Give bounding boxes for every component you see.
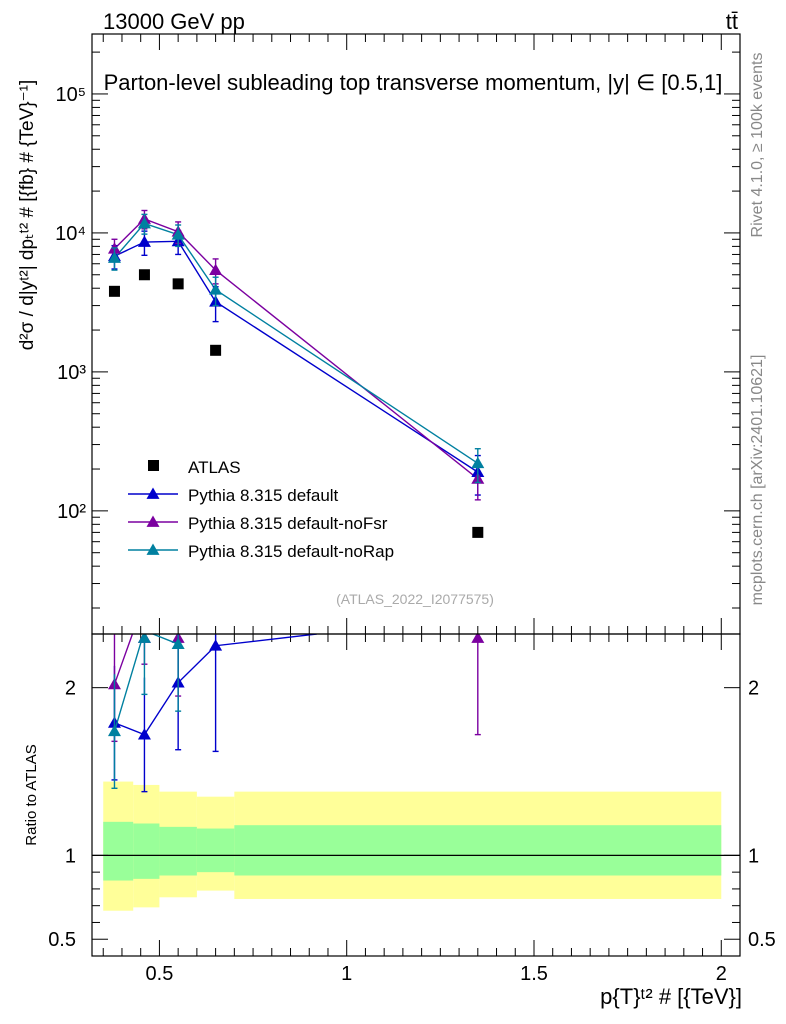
ratio-point (171, 637, 185, 649)
x-tick-label: 2 (716, 963, 727, 985)
energy-label: 13000 GeV pp (103, 9, 245, 34)
atlas-point (108, 285, 120, 297)
mcplots-label: mcplots.cern.ch [arXiv:2401.10621] (749, 355, 766, 606)
ratio-plot-ticks: 0.5 0.5 1 1 2 2 0.5 1 1.5 2 (48, 634, 776, 985)
legend-marker (146, 515, 160, 527)
ratio-y-tick-label-left: 0.5 (48, 929, 76, 951)
mc-point (209, 283, 223, 295)
mc-point (171, 228, 185, 240)
legend-label: Pythia 8.315 default-noRap (188, 542, 394, 561)
mc-point (209, 263, 223, 275)
process-label: tt̄ (726, 9, 738, 34)
atlas-point (172, 278, 184, 290)
ratio-point-edge (137, 634, 151, 643)
ratio-plot-frame (91, 633, 741, 957)
main-plot-data (107, 209, 485, 538)
ratio-point (107, 724, 121, 737)
ratio-y-axis-label: Ratio to ATLAS (23, 744, 40, 845)
ratio-bands (92, 781, 740, 911)
x-axis-label: p{T}ᵗ² # [{TeV}] (600, 984, 742, 1009)
ratio-y-tick-label-left: 1 (65, 845, 76, 867)
legend-marker (146, 543, 160, 555)
mc-point (471, 456, 485, 469)
ratio-y-tick-label-right: 1 (748, 845, 759, 867)
uncertainty-band-inner (196, 828, 235, 873)
ratio-plot-panel: 0.5 0.5 1 1 2 2 0.5 1 1.5 2 Ratio to ATLAS p{T}ᵗ²… (23, 633, 776, 1009)
x-tick-label: 1.5 (520, 963, 548, 985)
legend-label: Pythia 8.315 default (188, 486, 339, 505)
x-tick-label: 1 (341, 963, 352, 985)
y-tick-label: 10⁴ (55, 223, 86, 245)
ratio-y-tick-label-left: 2 (65, 678, 76, 700)
uncertainty-band-inner (234, 825, 722, 876)
y-tick-label: 10² (57, 501, 86, 523)
y-tick-label: 10⁵ (55, 84, 86, 106)
rivet-label: Rivet 4.1.0, ≥ 100k events (749, 53, 766, 238)
ratio-point-edge (471, 634, 485, 643)
x-tick-label: 0.5 (146, 963, 174, 985)
y-axis-label: d²σ / d|yᵗ²| dpₜᵗ² # [{fb} # {TeV}⁻¹] (17, 80, 38, 351)
ratio-point (209, 639, 223, 651)
series-line (114, 240, 479, 473)
series-line (113, 218, 479, 480)
ratio-point (137, 728, 151, 740)
uncertainty-band-inner (159, 826, 197, 876)
uncertainty-band-inner (133, 823, 160, 879)
ratio-series-line (113, 634, 179, 732)
series-line (113, 222, 479, 464)
atlas-point (210, 344, 222, 356)
legend-marker-atlas (148, 460, 159, 471)
plot-title: Parton-level subleading top transverse m… (104, 70, 723, 95)
ratio-y-tick-label-right: 0.5 (748, 929, 776, 951)
mc-point (137, 216, 151, 229)
atlas-point (472, 526, 484, 538)
legend-marker (146, 487, 160, 499)
atlas-point (138, 269, 150, 281)
main-plot-ticks: 10² 10³ 10⁴ 10⁵ (55, 34, 740, 634)
mc-point (137, 235, 151, 247)
mc-point (107, 251, 121, 263)
legend-label: ATLAS (188, 458, 241, 477)
watermark: (ATLAS_2022_I2077575) (336, 591, 494, 607)
ratio-series-line (113, 634, 134, 685)
y-tick-label: 10³ (57, 362, 86, 384)
ratio-plot-data (107, 634, 485, 793)
ratio-y-tick-label-right: 2 (748, 678, 759, 700)
uncertainty-band-inner (103, 821, 134, 881)
main-plot-panel: 10² 10³ 10⁴ 10⁵ (ATLAS_2022_I2077575) Parto… (17, 33, 741, 635)
legend-label: Pythia 8.315 default-noFsr (188, 514, 388, 533)
legend: ATLAS Pythia 8.315 default Pythia 8.315 de… (128, 458, 394, 561)
